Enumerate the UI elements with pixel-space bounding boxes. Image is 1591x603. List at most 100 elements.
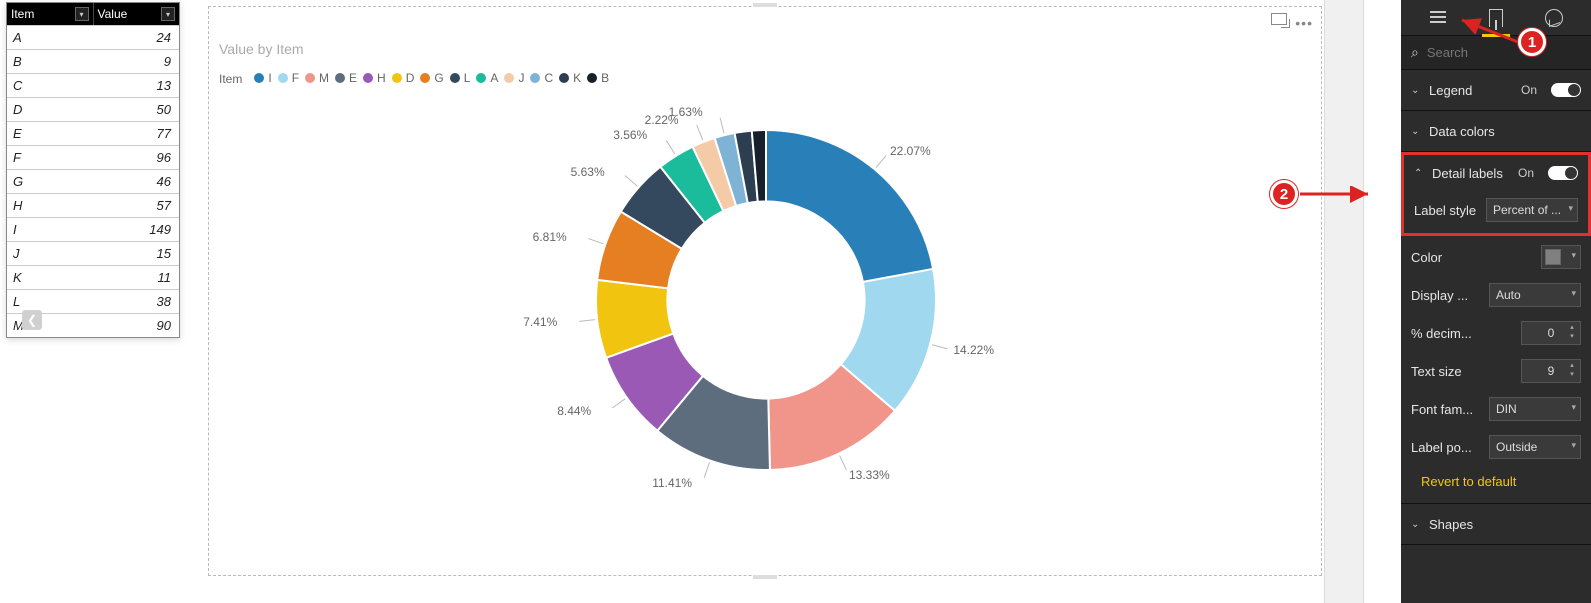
legend-item[interactable]: F (278, 71, 299, 85)
cell-value: 149 (87, 218, 179, 241)
legend-dot (504, 73, 514, 83)
cell-item: D (7, 98, 87, 121)
group-data-colors: ⌄ Data colors (1401, 111, 1591, 152)
dropdown-icon[interactable]: ▾ (75, 7, 89, 21)
color-picker[interactable]: ▾ (1541, 245, 1581, 269)
prop-label-style: Label style Percent of ...▾ (1414, 191, 1578, 229)
legend-item[interactable]: J (504, 71, 524, 85)
dropdown-icon[interactable]: ▾ (161, 7, 175, 21)
percent-label: 14.22% (953, 343, 994, 357)
legend-item[interactable]: C (530, 71, 553, 85)
chevron-down-icon: ⌄ (1411, 85, 1423, 96)
prop-label-position: Label po... Outside▾ (1411, 428, 1581, 466)
cell-item: B (7, 50, 87, 73)
font-family-select[interactable]: DIN▾ (1489, 397, 1581, 421)
group-detail-labels-label: Detail labels (1432, 166, 1512, 181)
group-shapes-header[interactable]: ⌄ Shapes (1401, 504, 1591, 544)
legend-item[interactable]: K (559, 71, 581, 85)
legend-dot (254, 73, 264, 83)
legend-item[interactable]: M (305, 71, 329, 85)
group-detail-labels-header[interactable]: ⌃ Detail labels On (1404, 155, 1588, 191)
percent-label: 7.41% (523, 315, 557, 329)
group-shapes: ⌄ Shapes (1401, 503, 1591, 545)
percent-label: 11.41% (652, 476, 692, 490)
legend-item[interactable]: H (363, 71, 386, 85)
select-value: Percent of ... (1493, 203, 1561, 217)
group-legend: ⌄ Legend On (1401, 70, 1591, 111)
header-value[interactable]: Value ▾ (94, 3, 180, 25)
cell-item: F (7, 146, 87, 169)
legend-label: H (377, 71, 386, 85)
table-row[interactable]: A24 (7, 25, 179, 49)
spinner-icon[interactable]: ▴▾ (1566, 361, 1578, 379)
table-row[interactable]: D50 (7, 97, 179, 121)
legend-item[interactable]: B (587, 71, 609, 85)
cell-value: 57 (87, 194, 179, 217)
color-swatch (1545, 249, 1561, 265)
legend-label: K (573, 71, 581, 85)
table-row[interactable]: F96 (7, 145, 179, 169)
table-row[interactable]: K11 (7, 265, 179, 289)
stepper-value: 0 (1548, 326, 1555, 340)
legend-item[interactable]: A (476, 71, 498, 85)
table-row[interactable]: I149 (7, 217, 179, 241)
fields-tab[interactable] (1426, 6, 1450, 30)
resize-handle-bottom[interactable] (753, 575, 777, 579)
more-options-icon[interactable]: ••• (1295, 15, 1313, 31)
resize-handle-top[interactable] (753, 3, 777, 7)
cell-item: H (7, 194, 87, 217)
table-row[interactable]: B9 (7, 49, 179, 73)
group-data-colors-header[interactable]: ⌄ Data colors (1401, 111, 1591, 151)
focus-mode-icon[interactable] (1271, 13, 1287, 25)
prop-text-size: Text size 9▴▾ (1411, 352, 1581, 390)
group-legend-header[interactable]: ⌄ Legend On (1401, 70, 1591, 110)
detail-labels-toggle[interactable] (1548, 166, 1578, 180)
label-style-select[interactable]: Percent of ...▾ (1486, 198, 1578, 222)
table-row[interactable]: H57 (7, 193, 179, 217)
legend-toggle[interactable] (1551, 83, 1581, 97)
legend-dot (450, 73, 460, 83)
stepper-value: 9 (1548, 364, 1555, 378)
decimals-stepper[interactable]: 0 ▴▾ (1521, 321, 1581, 345)
cell-item: L (7, 290, 87, 313)
header-item[interactable]: Item ▾ (7, 3, 94, 25)
search-input[interactable] (1427, 45, 1591, 60)
legend-dot (392, 73, 402, 83)
select-value: Auto (1496, 288, 1521, 302)
table-row[interactable]: J15 (7, 241, 179, 265)
nav-back-button[interactable]: ❮ (22, 310, 42, 330)
legend-item[interactable]: G (420, 71, 443, 85)
prop-label: Label po... (1411, 440, 1483, 455)
legend-item[interactable]: E (335, 71, 357, 85)
display-units-select[interactable]: Auto▾ (1489, 283, 1581, 307)
table-row[interactable]: C13 (7, 73, 179, 97)
paint-roller-icon (1489, 9, 1503, 27)
prop-label: Display ... (1411, 288, 1483, 303)
prop-decimals: % decim... 0▴▾ (1411, 314, 1581, 352)
format-tab[interactable] (1484, 6, 1508, 30)
revert-to-default[interactable]: Revert to default (1411, 466, 1581, 497)
cell-value: 11 (87, 266, 179, 289)
legend-item[interactable]: L (450, 71, 471, 85)
legend-item[interactable]: D (392, 71, 415, 85)
chart-canvas[interactable]: ••• Value by Item Item IFMEHDGLAJCKB 22.… (208, 6, 1322, 576)
table-row[interactable]: E77 (7, 121, 179, 145)
analytics-tab[interactable] (1542, 6, 1566, 30)
legend-dot (363, 73, 373, 83)
chart-title: Value by Item (219, 41, 304, 57)
table-row[interactable]: G46 (7, 169, 179, 193)
format-pane: ⌕ ⌄ Legend On ⌄ Data colors ⌃ Detail lab… (1401, 0, 1591, 603)
chevron-down-icon: ⌄ (1411, 126, 1423, 137)
text-size-stepper[interactable]: 9 ▴▾ (1521, 359, 1581, 383)
spinner-icon[interactable]: ▴▾ (1566, 323, 1578, 341)
analytics-icon (1545, 9, 1563, 27)
cell-value: 50 (87, 98, 179, 121)
legend-item[interactable]: I (254, 71, 271, 85)
legend-label: D (406, 71, 415, 85)
label-position-select[interactable]: Outside▾ (1489, 435, 1581, 459)
legend-label: B (601, 71, 609, 85)
legend-dot (335, 73, 345, 83)
prop-display-units: Display ... Auto▾ (1411, 276, 1581, 314)
percent-label: 6.81% (533, 230, 567, 244)
prop-label: Font fam... (1411, 402, 1483, 417)
